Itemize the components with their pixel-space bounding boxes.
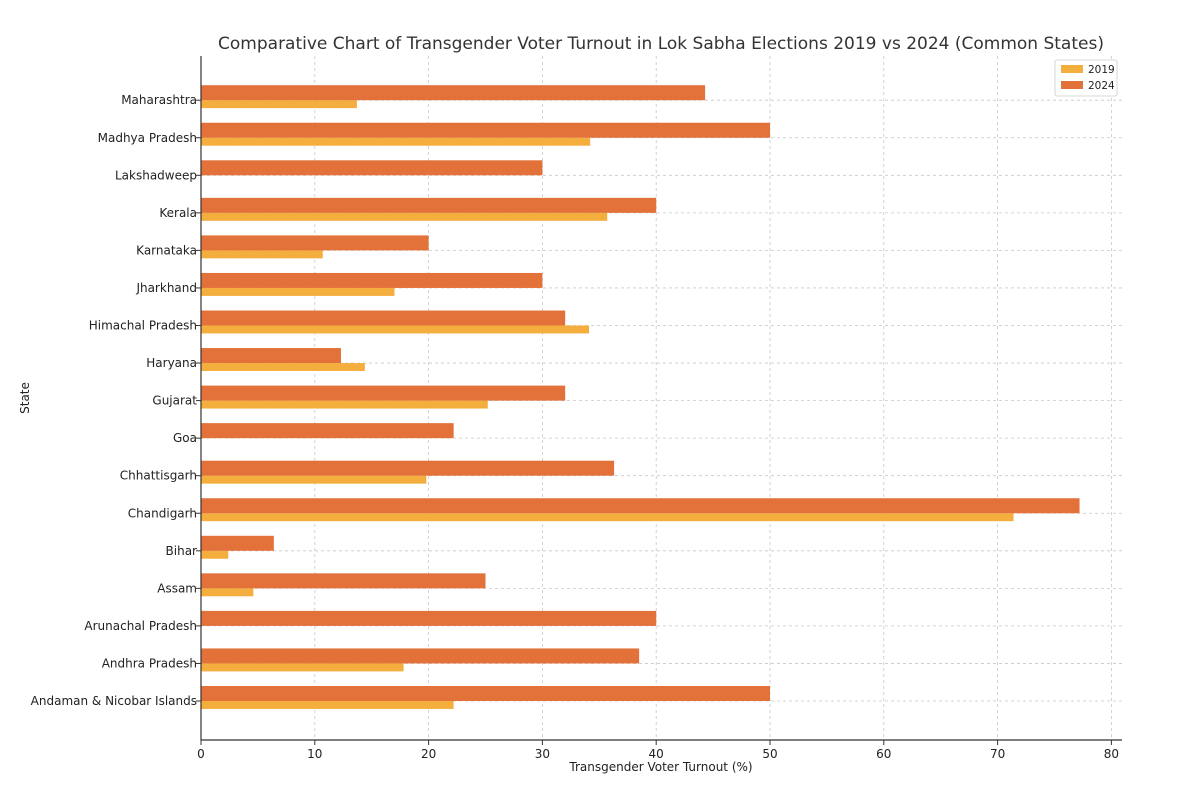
y-tick-label-karnataka: Karnataka — [136, 243, 197, 257]
y-tick-label-andaman-and-nicobar-islands: Andaman & Nicobar Islands — [31, 694, 197, 708]
bars — [201, 85, 1080, 709]
legend-label-2019: 2019 — [1088, 64, 1115, 76]
bar-2019-maharashtra — [201, 100, 357, 109]
bar-2019-andhra-pradesh — [201, 663, 404, 672]
bar-2019-andaman-and-nicobar-islands — [201, 701, 454, 709]
bar-2019-chandigarh — [201, 513, 1014, 522]
bar-2019-chhattisgarh — [201, 475, 427, 484]
y-tick-label-chhattisgarh: Chhattisgarh — [120, 469, 197, 483]
bar-2024-bihar — [201, 535, 274, 551]
x-tick-label: 30 — [535, 747, 550, 761]
bar-2024-andaman-and-nicobar-islands — [201, 686, 770, 701]
legend: 2019 2024 — [1054, 59, 1118, 97]
legend-swatch-2024 — [1061, 81, 1083, 89]
bar-2024-assam — [201, 573, 486, 589]
bar-2024-karnataka — [201, 235, 429, 251]
y-tick-label-maharashtra: Maharashtra — [121, 93, 197, 107]
bar-2019-assam — [201, 588, 254, 597]
y-tick-label-madhya-pradesh: Madhya Pradesh — [98, 131, 197, 145]
y-tick-label-jharkhand: Jharkhand — [135, 281, 197, 295]
y-tick-label-haryana: Haryana — [146, 356, 197, 370]
bar-2024-himachal-pradesh — [201, 310, 566, 326]
bar-2024-kerala — [201, 197, 657, 213]
bar-2024-andhra-pradesh — [201, 648, 640, 664]
x-ticks: 0 10 20 30 40 50 60 70 80 — [197, 740, 1119, 761]
bar-2024-chhattisgarh — [201, 460, 615, 476]
x-tick-label: 60 — [876, 747, 891, 761]
x-tick-label: 70 — [990, 747, 1005, 761]
y-tick-label-lakshadweep: Lakshadweep — [115, 168, 197, 182]
x-tick-label: 0 — [197, 747, 205, 761]
y-tick-label-kerala: Kerala — [159, 206, 197, 220]
bar-2019-bihar — [201, 550, 229, 559]
bar-2024-lakshadweep — [201, 160, 543, 176]
bar-2024-arunachal-pradesh — [201, 610, 657, 626]
bar-2024-chandigarh — [201, 498, 1080, 514]
legend-label-2024: 2024 — [1088, 80, 1115, 92]
x-tick-label: 20 — [421, 747, 436, 761]
y-tick-label-bihar: Bihar — [166, 544, 198, 558]
y-tick-label-goa: Goa — [173, 431, 197, 445]
y-tick-label-andhra-pradesh: Andhra Pradesh — [102, 656, 197, 670]
y-tick-label-gujarat: Gujarat — [152, 394, 197, 408]
y-ticks: Andaman & Nicobar Islands Andhra Pradesh A… — [31, 93, 201, 708]
bar-2019-haryana — [201, 363, 365, 371]
bar-2019-madhya-pradesh — [201, 137, 591, 146]
x-tick-label: 80 — [1104, 747, 1119, 761]
y-tick-label-assam: Assam — [157, 581, 197, 595]
x-tick-label: 40 — [649, 747, 664, 761]
y-tick-label-chandigarh: Chandigarh — [128, 506, 197, 520]
bar-2019-himachal-pradesh — [201, 325, 590, 334]
bar-2019-kerala — [201, 212, 608, 221]
y-tick-label-arunachal-pradesh: Arunachal Pradesh — [84, 619, 197, 633]
bar-2024-jharkhand — [201, 272, 543, 288]
bar-2019-karnataka — [201, 250, 323, 259]
bar-2024-madhya-pradesh — [201, 122, 770, 138]
bar-2024-gujarat — [201, 385, 566, 401]
bar-2024-maharashtra — [201, 85, 706, 101]
y-axis-label: State — [18, 382, 32, 414]
x-tick-label: 50 — [762, 747, 777, 761]
x-tick-label: 10 — [307, 747, 322, 761]
bar-2024-goa — [201, 423, 454, 439]
bar-2019-gujarat — [201, 400, 488, 409]
bar-2024-haryana — [201, 348, 341, 364]
y-tick-label-himachal-pradesh: Himachal Pradesh — [89, 319, 197, 333]
legend-swatch-2019 — [1061, 65, 1083, 73]
bar-2019-jharkhand — [201, 287, 395, 296]
x-axis-label: Transgender Voter Turnout (%) — [568, 760, 752, 774]
chart-title: Comparative Chart of Transgender Voter T… — [218, 34, 1104, 54]
